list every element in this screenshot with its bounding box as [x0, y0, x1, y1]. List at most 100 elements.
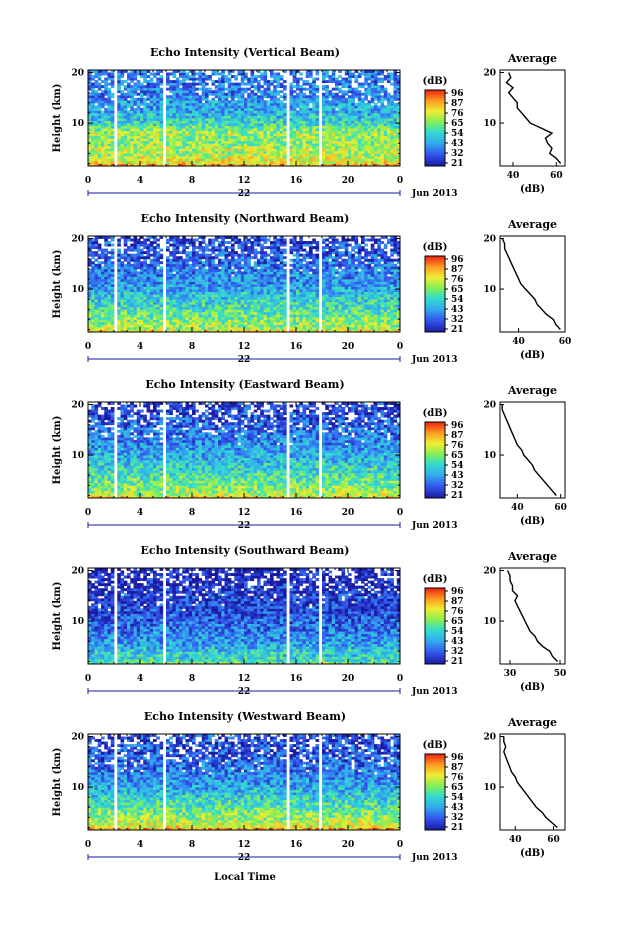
- heatmap-cell: [221, 292, 225, 295]
- heatmap-cell: [377, 289, 381, 292]
- heatmap-cell: [192, 78, 196, 81]
- heatmap-cell: [238, 110, 242, 113]
- heatmap-cell: [150, 302, 154, 305]
- heatmap-cell: [264, 148, 268, 151]
- heatmap-cell: [296, 319, 300, 322]
- heatmap-cell: [179, 302, 183, 305]
- heatmap-cell: [244, 100, 248, 103]
- heatmap-cell: [260, 105, 264, 108]
- heatmap-cell: [342, 126, 346, 129]
- heatmap-cell: [140, 153, 144, 156]
- heatmap-cell: [247, 118, 251, 121]
- heatmap-cell: [137, 80, 141, 83]
- heatmap-cell: [377, 146, 381, 149]
- heatmap-cell: [332, 126, 336, 129]
- heatmap-cell: [332, 88, 336, 91]
- heatmap-cell: [189, 151, 193, 154]
- heatmap-cell: [283, 118, 287, 121]
- heatmap-cell: [329, 161, 333, 164]
- heatmap-cell: [143, 73, 147, 76]
- heatmap-cell: [231, 131, 235, 134]
- heatmap-cell: [303, 302, 307, 305]
- heatmap-cell: [247, 115, 251, 118]
- heatmap-cell: [260, 131, 264, 134]
- heatmap-cell: [293, 304, 297, 307]
- heatmap-cell: [199, 324, 203, 327]
- heatmap-cell: [212, 324, 216, 327]
- heatmap-cell: [98, 128, 102, 131]
- heatmap-cell: [130, 121, 134, 124]
- heatmap-cell: [377, 126, 381, 129]
- heatmap-cell: [377, 158, 381, 161]
- heatmap-cell: [251, 121, 255, 124]
- heatmap-cell: [348, 121, 352, 124]
- heatmap-cell: [173, 304, 177, 307]
- heatmap-cell: [238, 93, 242, 96]
- heatmap-cell: [312, 115, 316, 118]
- heatmap-cell: [153, 75, 157, 78]
- heatmap-cell: [309, 307, 313, 310]
- heatmap-cell: [342, 297, 346, 300]
- heatmap-cell: [186, 141, 190, 144]
- heatmap-cell: [169, 153, 173, 156]
- heatmap-cell: [228, 103, 232, 106]
- heatmap-cell: [137, 294, 141, 297]
- heatmap-cell: [257, 108, 261, 111]
- heatmap-cell: [140, 115, 144, 118]
- heatmap-cell: [257, 110, 261, 113]
- heatmap-cell: [143, 314, 147, 317]
- avg-x-tick-label: 40: [507, 171, 520, 181]
- heatmap-cell: [179, 133, 183, 136]
- heatmap-cell: [358, 110, 362, 113]
- heatmap-cell: [254, 161, 258, 164]
- heatmap-cell: [137, 143, 141, 146]
- heatmap-cell: [309, 314, 313, 317]
- heatmap-cell: [160, 121, 164, 124]
- heatmap-cell: [166, 98, 170, 101]
- heatmap-cell: [329, 123, 333, 126]
- heatmap-cell: [231, 98, 235, 101]
- heatmap-cell: [270, 121, 274, 124]
- heatmap-cell: [176, 123, 180, 126]
- heatmap-cell: [225, 287, 229, 290]
- heatmap-cell: [111, 128, 115, 131]
- heatmap-cell: [316, 136, 320, 139]
- heatmap-cell: [296, 294, 300, 297]
- heatmap-cell: [111, 302, 115, 305]
- heatmap-cell: [322, 98, 326, 101]
- heatmap-cell: [247, 108, 251, 111]
- heatmap-cell: [205, 121, 209, 124]
- heatmap-cell: [254, 317, 258, 320]
- heatmap-cell: [225, 93, 229, 96]
- heatmap-cell: [309, 113, 313, 116]
- heatmap-cell: [160, 136, 164, 139]
- heatmap-cell: [98, 123, 102, 126]
- heatmap-cell: [192, 161, 196, 164]
- heatmap-cell: [293, 100, 297, 103]
- heatmap-cell: [134, 118, 138, 121]
- heatmap-cell: [156, 158, 160, 161]
- heatmap-cell: [283, 95, 287, 98]
- heatmap-cell: [280, 100, 284, 103]
- heatmap-cell: [361, 115, 365, 118]
- heatmap-cell: [358, 75, 362, 78]
- heatmap-cell: [91, 304, 95, 307]
- heatmap-cell: [182, 158, 186, 161]
- heatmap-cell: [117, 123, 121, 126]
- heatmap-cell: [108, 73, 112, 76]
- heatmap-cell: [345, 136, 349, 139]
- heatmap-cell: [173, 85, 177, 88]
- heatmap-cell: [186, 121, 190, 124]
- heatmap-cell: [338, 141, 342, 144]
- heatmap-cell: [257, 327, 261, 330]
- heatmap-cell: [270, 287, 274, 290]
- heatmap-cell: [368, 108, 372, 111]
- heatmap-cell: [345, 133, 349, 136]
- heatmap-cell: [160, 123, 164, 126]
- heatmap-cell: [101, 289, 105, 292]
- heatmap-cell: [234, 312, 238, 315]
- heatmap-cell: [88, 136, 92, 139]
- heatmap-cell: [153, 299, 157, 302]
- heatmap-cell: [88, 304, 92, 307]
- heatmap-cell: [351, 307, 355, 310]
